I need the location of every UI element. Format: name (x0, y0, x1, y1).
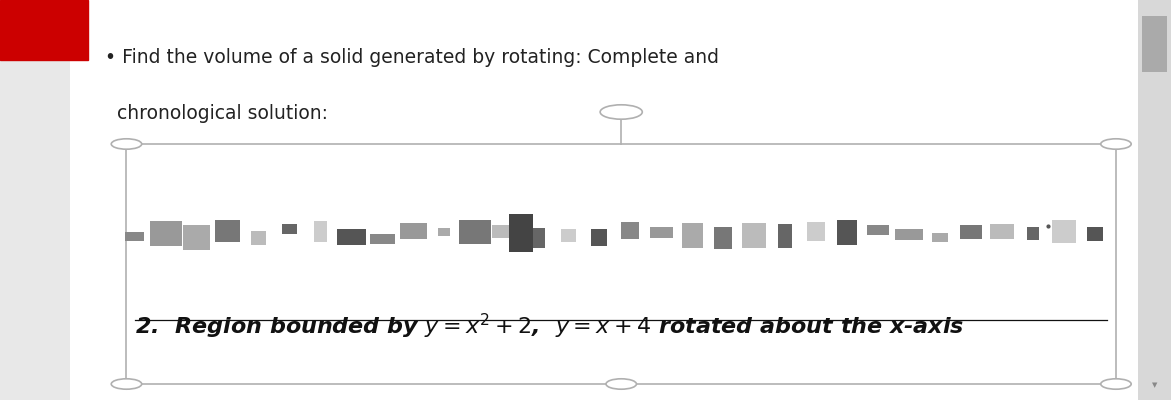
Bar (960, 225, 982, 239)
Bar (1052, 220, 1076, 243)
Bar (509, 214, 533, 252)
Bar (125, 232, 144, 241)
Bar (0, 0, 88, 60)
Bar (150, 221, 182, 246)
Bar (400, 222, 426, 240)
Bar (336, 229, 367, 245)
Bar (742, 223, 767, 248)
Bar (438, 228, 451, 236)
Bar (895, 228, 923, 240)
Bar (1142, 16, 1167, 72)
Bar (591, 229, 607, 246)
Circle shape (607, 379, 637, 389)
Bar (1027, 227, 1040, 240)
Circle shape (111, 139, 142, 149)
Circle shape (1101, 379, 1131, 389)
Bar (682, 223, 703, 248)
Bar (650, 227, 672, 238)
Text: chronological solution:: chronological solution: (105, 104, 328, 123)
Bar (370, 234, 395, 244)
FancyBboxPatch shape (126, 144, 1116, 384)
Bar (314, 221, 327, 242)
Bar (778, 224, 793, 248)
Bar (183, 225, 210, 250)
Circle shape (1101, 139, 1131, 149)
Circle shape (601, 105, 642, 119)
Bar (714, 227, 732, 249)
Bar (282, 224, 297, 234)
Bar (932, 233, 949, 242)
Circle shape (111, 379, 142, 389)
Bar (529, 228, 546, 248)
Bar (459, 220, 492, 244)
Text: • Find the volume of a solid generated by rotating: Complete and: • Find the volume of a solid generated b… (105, 48, 719, 67)
Bar (215, 220, 240, 242)
Bar (1087, 227, 1103, 241)
Bar (251, 231, 266, 245)
Text: ▼: ▼ (1152, 382, 1157, 388)
Bar (989, 224, 1014, 239)
Bar (807, 222, 826, 241)
Bar (1138, 0, 1171, 400)
Bar (621, 222, 639, 240)
Bar (868, 226, 889, 235)
Text: 2.  Region bounded by $y=x^2+2$,  $y=x+4$ rotated about the x-axis: 2. Region bounded by $y=x^2+2$, $y=x+4$ … (135, 312, 964, 341)
Bar (837, 220, 857, 245)
Bar (561, 228, 576, 242)
Bar (492, 225, 521, 238)
